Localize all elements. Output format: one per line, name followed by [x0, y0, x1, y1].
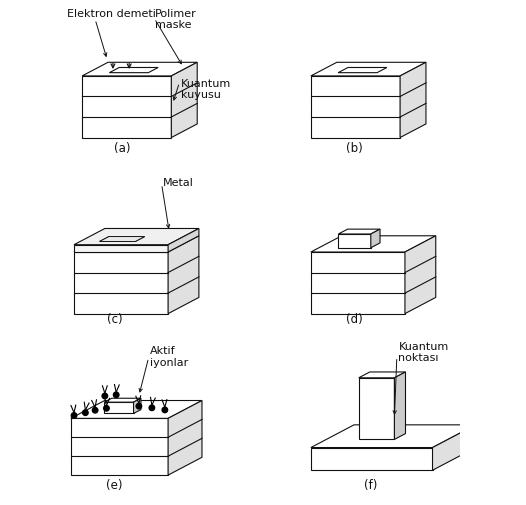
- Polygon shape: [359, 378, 394, 439]
- Polygon shape: [311, 252, 405, 314]
- Polygon shape: [104, 402, 134, 414]
- Polygon shape: [74, 252, 168, 314]
- Polygon shape: [338, 68, 387, 74]
- Polygon shape: [432, 425, 476, 470]
- Circle shape: [93, 408, 98, 413]
- Text: Elektron demeti: Elektron demeti: [67, 9, 156, 19]
- Polygon shape: [104, 398, 141, 402]
- Polygon shape: [99, 237, 145, 242]
- Polygon shape: [74, 236, 199, 252]
- Text: (a): (a): [115, 141, 131, 155]
- Polygon shape: [168, 236, 199, 314]
- Polygon shape: [99, 237, 145, 242]
- Polygon shape: [394, 372, 406, 439]
- Text: Kuantum
noktası: Kuantum noktası: [399, 341, 449, 363]
- Circle shape: [83, 410, 88, 416]
- Text: Metal: Metal: [163, 178, 194, 188]
- Text: Kuantum
kuyusu: Kuantum kuyusu: [181, 78, 231, 100]
- Polygon shape: [338, 230, 380, 234]
- Text: (b): (b): [346, 141, 363, 155]
- Polygon shape: [371, 230, 380, 248]
- Polygon shape: [82, 77, 171, 138]
- Polygon shape: [71, 401, 202, 419]
- Circle shape: [102, 393, 108, 399]
- Polygon shape: [338, 234, 371, 248]
- Text: (e): (e): [106, 478, 123, 491]
- Polygon shape: [359, 372, 406, 378]
- Text: (d): (d): [346, 313, 363, 325]
- Polygon shape: [82, 63, 197, 77]
- Circle shape: [114, 392, 119, 398]
- Polygon shape: [134, 398, 141, 414]
- Polygon shape: [400, 63, 426, 138]
- Polygon shape: [109, 68, 158, 74]
- Circle shape: [104, 406, 109, 411]
- Polygon shape: [311, 236, 436, 252]
- Text: Polimer
maske: Polimer maske: [155, 9, 197, 30]
- Polygon shape: [74, 245, 168, 252]
- Circle shape: [71, 413, 77, 418]
- Polygon shape: [311, 63, 426, 77]
- Polygon shape: [168, 229, 199, 252]
- Polygon shape: [311, 447, 432, 470]
- Polygon shape: [311, 425, 476, 447]
- Polygon shape: [311, 77, 400, 138]
- Polygon shape: [171, 63, 197, 138]
- Text: (c): (c): [107, 313, 123, 325]
- Circle shape: [162, 408, 168, 413]
- Text: Aktif
iyonlar: Aktif iyonlar: [150, 346, 188, 367]
- Text: (f): (f): [364, 478, 378, 491]
- Circle shape: [136, 403, 141, 409]
- Polygon shape: [405, 236, 436, 314]
- Polygon shape: [168, 401, 202, 475]
- Polygon shape: [74, 229, 199, 245]
- Circle shape: [149, 405, 155, 411]
- Polygon shape: [71, 419, 168, 475]
